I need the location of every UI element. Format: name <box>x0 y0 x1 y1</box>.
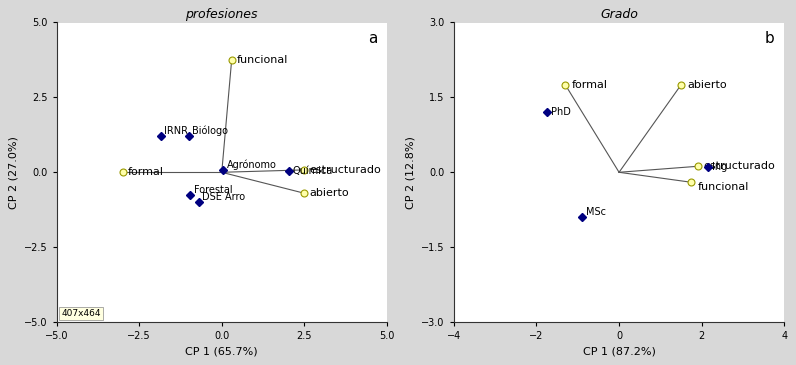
Text: 407x464: 407x464 <box>61 308 101 318</box>
Text: formal: formal <box>572 80 607 90</box>
Text: Química: Química <box>293 166 333 176</box>
X-axis label: CP 1 (65.7%): CP 1 (65.7%) <box>185 347 258 357</box>
Y-axis label: CP 2 (12.8%): CP 2 (12.8%) <box>406 136 416 209</box>
Text: a: a <box>368 31 377 46</box>
Text: estructurado: estructurado <box>704 161 775 171</box>
Text: funcional: funcional <box>697 182 749 192</box>
Text: abierto: abierto <box>310 188 349 198</box>
Text: MSc: MSc <box>586 207 606 217</box>
Text: Ing: Ing <box>712 162 728 172</box>
Text: PhD: PhD <box>551 107 571 118</box>
Text: funcional: funcional <box>236 55 288 65</box>
Text: DSE Arro: DSE Arro <box>202 192 245 202</box>
Text: abierto: abierto <box>687 80 727 90</box>
Text: formal: formal <box>127 167 164 177</box>
Text: Forestal: Forestal <box>193 185 232 195</box>
Text: Agrónomo: Agrónomo <box>227 160 276 170</box>
Text: IRNR: IRNR <box>164 126 188 137</box>
Title: profesiones: profesiones <box>185 8 258 21</box>
Title: Grado: Grado <box>600 8 638 21</box>
Text: Biólogo: Biólogo <box>192 126 228 137</box>
Text: estructurado: estructurado <box>310 165 381 175</box>
Text: b: b <box>765 31 775 46</box>
Y-axis label: CP 2 (27.0%): CP 2 (27.0%) <box>8 136 18 209</box>
X-axis label: CP 1 (87.2%): CP 1 (87.2%) <box>583 347 655 357</box>
